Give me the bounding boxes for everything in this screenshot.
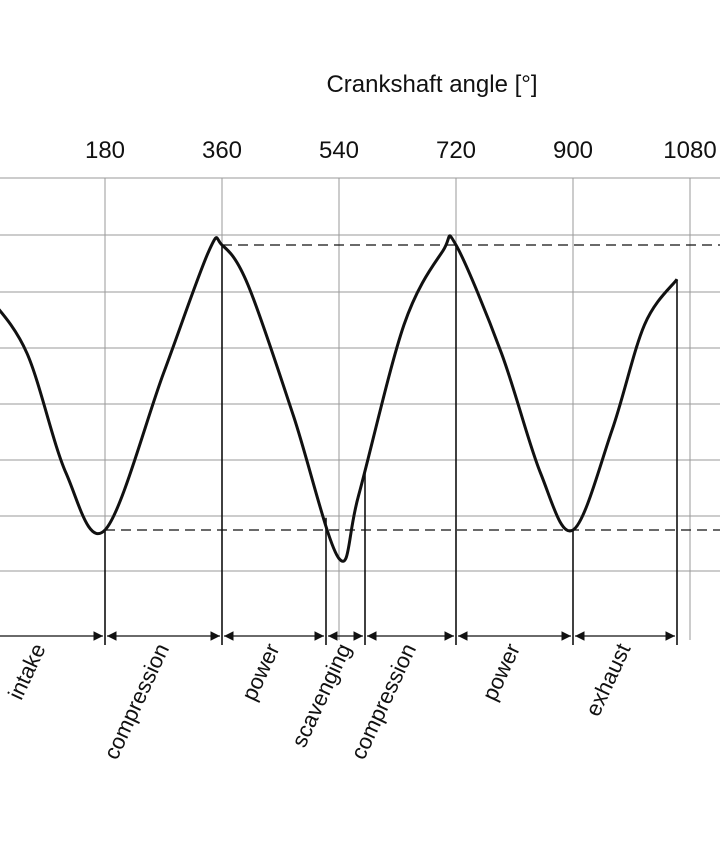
phase-label: exhaust	[580, 640, 635, 720]
phase-label: compression	[99, 640, 174, 764]
grid-layer	[0, 177, 720, 640]
crank-curve	[0, 234, 679, 563]
phase-label: power	[237, 640, 285, 705]
tick-label: 1080	[663, 137, 716, 164]
axis-title: Crankshaft angle [°]	[326, 71, 537, 98]
phase-label: intake	[3, 640, 50, 704]
tick-label: 360	[202, 137, 242, 164]
tick-label: 180	[85, 137, 125, 164]
phase-label: compression	[346, 640, 421, 764]
phase-label: power	[477, 640, 525, 705]
tick-label: 540	[319, 137, 359, 164]
tick-label: 900	[553, 137, 593, 164]
phase-label: scavenging	[286, 640, 356, 751]
curve-layer	[0, 234, 679, 563]
tick-label: 720	[436, 137, 476, 164]
tick-label-layer: 01803605407209001080	[85, 137, 717, 164]
reference-lines	[105, 244, 720, 531]
